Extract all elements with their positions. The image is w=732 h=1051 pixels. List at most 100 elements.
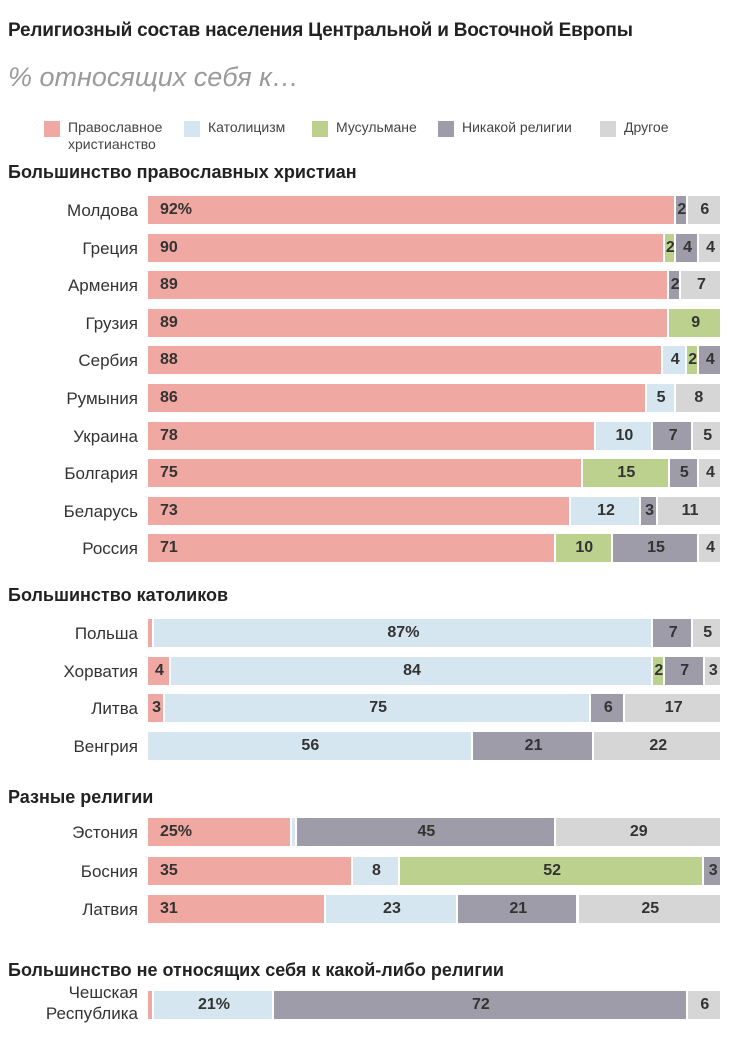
bar-stack: 3 75 6 17 — [148, 694, 722, 722]
bar-value-label: 25 — [641, 900, 660, 917]
section-title: Разные религии — [8, 787, 154, 807]
legend-swatch-orthodox — [44, 121, 60, 137]
bar-stack: 56 21 22 — [148, 732, 722, 760]
bar-segment-orthodox — [148, 857, 353, 885]
bar-value-label: 72 — [472, 996, 490, 1013]
bar-value-label: 75 — [369, 699, 388, 716]
bar-segment-catholic — [663, 346, 687, 374]
country-label: Россия — [82, 539, 138, 558]
bar-value-label: 7 — [668, 624, 678, 641]
bar-value-label: 9 — [691, 314, 701, 331]
bar-value-label: 6 — [603, 699, 613, 716]
bar-value-label: 2 — [677, 201, 687, 218]
bar-value-label: 7 — [697, 276, 706, 293]
bar-value-label: 56 — [301, 737, 320, 754]
bar-value-label: 45 — [417, 823, 436, 840]
legend-label-none: Никакой религии — [462, 119, 572, 135]
bar-stack: 89 2 7 — [148, 271, 722, 299]
bar-value-label: 86 — [160, 389, 178, 406]
country-label: Греция — [82, 239, 138, 258]
country-label: Венгрия — [73, 737, 138, 756]
bar-segment-none — [472, 732, 595, 760]
bar-segment-none — [664, 657, 705, 685]
country-label: Сербия — [78, 351, 138, 370]
bar-segment-muslim — [582, 459, 670, 487]
country-label: Украина — [73, 427, 138, 446]
bar-segment-catholic — [571, 497, 641, 525]
bar-row: Украина 78 10 7 5 — [0, 422, 732, 450]
bar-value-label: 6 — [700, 996, 710, 1013]
bar-segment-other — [658, 497, 722, 525]
bar-segment-none — [698, 346, 722, 374]
bar-value-label: 78 — [160, 427, 178, 444]
bar-value-label: 89 — [160, 314, 178, 331]
legend-swatch-catholic — [184, 121, 200, 137]
bar-value-label: 3 — [645, 502, 654, 519]
bar-value-label: 2 — [688, 351, 698, 368]
bar-segment-other — [681, 271, 722, 299]
bar-segment-orthodox — [148, 309, 670, 337]
bar-row: Хорватия 4 84 2 7 3 — [0, 657, 732, 685]
bar-segment-muslim — [653, 657, 665, 685]
legend-label-muslim: Мусульмане — [336, 119, 417, 135]
country-label: Армения — [67, 276, 138, 295]
bar-value-label: 71 — [160, 539, 178, 556]
bar-value-label: 17 — [664, 699, 683, 716]
bar-segment-other — [693, 422, 722, 450]
bar-segment-orthodox — [148, 459, 583, 487]
bar-segment-none — [704, 857, 722, 885]
bar-segment-none — [612, 534, 700, 562]
legend-swatch-other — [600, 121, 616, 137]
bar-segment-catholic — [646, 384, 676, 412]
bar-row: Сербия 88 4 2 4 — [0, 346, 732, 374]
country-label: Польша — [74, 624, 138, 643]
bar-row: Латвия 31 23 21 25 — [0, 895, 732, 923]
bar-row: Россия 71 10 15 4 — [0, 534, 732, 562]
country-label: Литва — [91, 699, 138, 718]
bar-stack: 86 5 8 — [148, 384, 722, 412]
bar-segment-catholic — [170, 657, 654, 685]
bar-segment-orthodox — [148, 497, 572, 525]
legend-label-catholic: Католицизм — [208, 119, 286, 135]
bar-segment-orthodox — [148, 895, 326, 923]
bar-value-label: 23 — [383, 900, 401, 917]
bar-segment-muslim — [669, 309, 722, 337]
bar-stack: 4 84 2 7 3 — [148, 657, 722, 685]
bar-segment-catholic — [165, 694, 592, 722]
country-label: Эстония — [72, 823, 138, 842]
bar-stack: 89 9 — [148, 309, 722, 337]
bar-segment-other — [704, 657, 722, 685]
bar-segment-other — [594, 732, 722, 760]
bar-row: Греция 90 2 4 4 — [0, 234, 732, 262]
bar-value-label: 87% — [387, 624, 420, 641]
bar-segment-none — [653, 619, 694, 647]
legend-swatch-none — [438, 121, 454, 137]
country-label: Латвия — [82, 900, 138, 919]
bar-value-label: 5 — [703, 624, 713, 641]
bar-value-label: 5 — [703, 427, 713, 444]
bar-value-label: 88 — [160, 351, 178, 368]
bar-stack: 78 10 7 5 — [148, 422, 722, 450]
bar-segment-catholic — [291, 818, 298, 846]
bar-value-label: 4 — [705, 351, 715, 368]
bar-value-label: 3 — [152, 699, 161, 716]
bar-segment-orthodox — [148, 384, 647, 412]
bar-stack: 21% 72 6 — [148, 991, 722, 1019]
bar-value-label: 5 — [656, 389, 666, 406]
bar-segment-muslim — [555, 534, 613, 562]
bar-value-label: 29 — [629, 823, 648, 840]
bar-segment-none — [669, 271, 681, 299]
bar-value-label: 21% — [197, 996, 231, 1013]
bar-value-label: 35 — [160, 862, 178, 879]
bar-segment-none — [653, 422, 694, 450]
bar-value-label: 12 — [597, 502, 615, 519]
bar-segment-orthodox — [148, 234, 665, 262]
bar-row: Босния 35 8 52 3 — [0, 857, 732, 885]
bar-value-label: 15 — [647, 539, 665, 556]
bar-segment-orthodox — [148, 196, 677, 224]
bar-value-label: 4 — [705, 464, 715, 481]
bar-segment-orthodox — [148, 422, 596, 450]
bar-value-label: 8 — [694, 389, 704, 406]
chart-subtitle: % относящих себя к… — [8, 62, 299, 92]
bar-segment-orthodox — [148, 271, 670, 299]
